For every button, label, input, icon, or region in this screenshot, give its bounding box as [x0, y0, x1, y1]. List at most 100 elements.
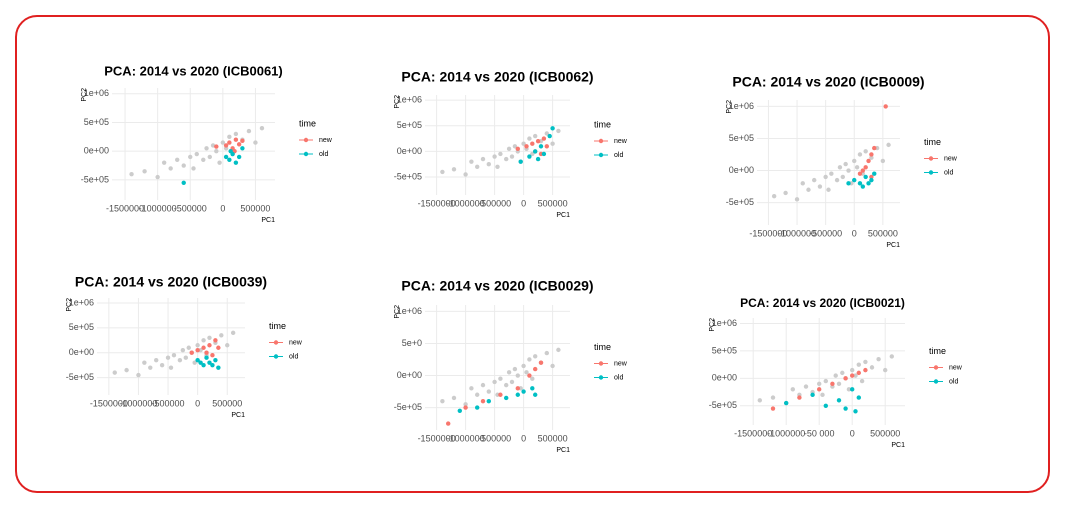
- point: [533, 149, 538, 154]
- point: [527, 357, 532, 362]
- point: [833, 373, 838, 378]
- y-tick-label: -5e+05: [394, 402, 422, 412]
- chart-panel: PCA: 2014 vs 2020 (ICB0061) 1e+06 5e+05 0e+…: [81, 63, 333, 223]
- legend-key-point: [303, 137, 309, 143]
- point: [757, 398, 762, 403]
- chart-title: PCA: 2014 vs 2020 (ICB0029): [401, 278, 593, 294]
- point: [784, 400, 789, 406]
- point: [463, 402, 468, 407]
- point: [204, 146, 209, 151]
- point: [853, 373, 858, 378]
- legend-key-point: [598, 138, 604, 144]
- point: [177, 357, 183, 363]
- point: [863, 367, 868, 373]
- legend-key-point: [598, 152, 604, 158]
- legend-label: new: [949, 364, 963, 371]
- point: [889, 354, 894, 359]
- y-tick-label: -5e+05: [66, 372, 94, 382]
- legend-label: old: [949, 378, 958, 385]
- point: [440, 398, 445, 404]
- y-axis-label: PC2: [394, 305, 401, 319]
- point: [142, 360, 147, 365]
- point: [223, 143, 229, 148]
- point: [524, 144, 529, 149]
- point: [240, 146, 245, 151]
- legend-label: new: [944, 155, 958, 162]
- point: [797, 395, 802, 400]
- legend-key-point: [928, 170, 934, 175]
- point: [817, 184, 823, 189]
- point: [530, 376, 535, 381]
- chart-panel: PCA: 2014 vs 2020 (ICB0029) 1e+06 5e+0 0e+0…: [394, 278, 628, 454]
- point: [216, 345, 221, 350]
- point: [800, 181, 805, 186]
- point: [148, 365, 153, 370]
- point: [886, 142, 891, 148]
- y-tick-label: 5e+05: [84, 117, 109, 127]
- point: [506, 370, 512, 375]
- point: [850, 387, 855, 392]
- point: [533, 392, 538, 397]
- y-axis-label: PC2: [81, 88, 88, 102]
- chart-title: PCA: 2014 vs 2020 (ICB0021): [740, 296, 905, 310]
- point: [509, 154, 515, 159]
- point: [541, 136, 547, 141]
- point: [541, 151, 547, 157]
- point: [820, 392, 825, 398]
- point: [486, 162, 491, 167]
- point: [857, 152, 863, 157]
- point: [204, 355, 209, 360]
- y-tick-label: 0e+00: [729, 165, 754, 175]
- point: [480, 382, 486, 388]
- legend-title: time: [924, 137, 941, 147]
- point: [181, 163, 186, 168]
- x-axis-label: PC1: [556, 447, 570, 454]
- point: [810, 392, 815, 398]
- point: [440, 169, 445, 175]
- point: [856, 395, 861, 400]
- chart-panel: PCA: 2014 vs 2020 (ICB0062) 1e+06 5e+05 0e+…: [394, 69, 628, 219]
- point: [210, 362, 215, 368]
- y-tick-label: 1e+06: [84, 88, 109, 98]
- point: [219, 333, 224, 338]
- point: [240, 138, 245, 144]
- point: [259, 126, 265, 131]
- y-tick-label: 0e+00: [397, 146, 422, 156]
- point: [475, 164, 480, 169]
- point: [817, 381, 822, 387]
- legend-title: time: [594, 342, 611, 352]
- point: [207, 360, 212, 365]
- point: [214, 148, 219, 154]
- point: [504, 156, 509, 162]
- x-axis-label: PC1: [231, 412, 245, 419]
- point: [544, 350, 549, 356]
- point: [556, 128, 561, 134]
- chart-title: PCA: 2014 vs 2020 (ICB0039): [75, 274, 267, 290]
- point: [155, 174, 160, 180]
- x-tick-label: 0: [220, 203, 225, 213]
- point: [515, 386, 520, 391]
- point: [124, 367, 129, 373]
- chart-title: PCA: 2014 vs 2020 (ICB0061): [104, 63, 283, 78]
- point: [843, 406, 848, 411]
- x-tick-label: 0: [521, 433, 526, 443]
- x-axis-label: PC1: [556, 212, 570, 219]
- point: [826, 187, 831, 192]
- y-tick-label: 5e+05: [712, 345, 737, 355]
- x-tick-label: 500000: [538, 198, 568, 208]
- point: [872, 171, 877, 176]
- point: [171, 353, 177, 358]
- legend-label: new: [289, 339, 303, 346]
- point: [475, 405, 480, 410]
- point: [521, 389, 526, 394]
- point: [530, 141, 535, 146]
- point: [860, 184, 866, 189]
- point: [475, 392, 480, 397]
- point: [207, 343, 212, 348]
- y-axis-label: PC2: [394, 95, 401, 109]
- legend-key-point: [933, 365, 939, 370]
- legend-label: old: [944, 169, 953, 176]
- x-tick-label: -1500000: [106, 203, 144, 213]
- point: [530, 386, 535, 391]
- point: [189, 350, 194, 355]
